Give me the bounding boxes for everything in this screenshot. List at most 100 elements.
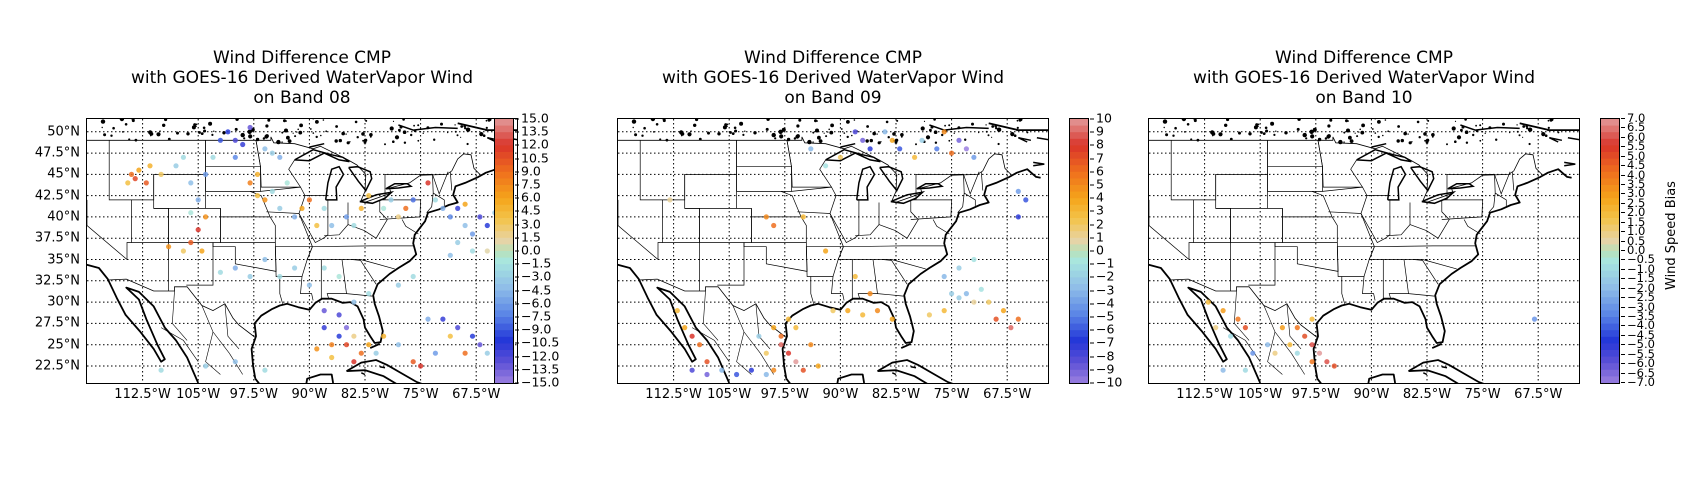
- data-point: [956, 295, 962, 301]
- island-shore: [1567, 136, 1579, 141]
- data-point: [941, 129, 947, 135]
- data-point: [210, 154, 216, 160]
- lake-speck: [887, 136, 890, 139]
- lake-speck: [925, 135, 931, 140]
- state-border: [1388, 259, 1409, 299]
- lake-speck: [798, 119, 802, 122]
- data-point: [689, 367, 695, 373]
- data-point: [199, 248, 205, 254]
- lake-speck: [1361, 123, 1365, 128]
- data-point: [180, 248, 186, 254]
- colorbar-step: [495, 277, 513, 285]
- lake-speck: [110, 134, 113, 137]
- lake-speck: [695, 119, 699, 122]
- colorbar-step: [1070, 303, 1088, 311]
- state-border: [915, 174, 965, 213]
- lake-speck: [132, 119, 135, 121]
- lake-speck: [1226, 119, 1230, 122]
- data-point: [1015, 316, 1021, 322]
- data-point: [971, 154, 977, 160]
- map-band-09: [617, 118, 1049, 384]
- longitude-label: 105°W: [707, 387, 752, 402]
- data-point: [1294, 350, 1300, 356]
- colorbar-step: [1070, 336, 1088, 344]
- colorbar-step: [495, 178, 513, 186]
- longitude-label: 90°W: [1353, 387, 1390, 402]
- lake-speck: [866, 125, 869, 128]
- colorbar-step: [1070, 171, 1088, 179]
- colorbar-step: [1070, 125, 1088, 133]
- lake-speck: [487, 119, 491, 122]
- data-point: [217, 269, 223, 275]
- colorbar-tick-label: 6.0: [521, 189, 541, 205]
- colorbar-ticks: 15.0 13.5 12.0 10.5 9.0 7.5 6.0 4.5 3.0 1.5 0.0 −1.…: [521, 111, 581, 390]
- colorbar-step: [1601, 343, 1619, 351]
- title-line-1: Wind Difference CMP: [1275, 48, 1453, 68]
- wind-difference-points: [667, 129, 1029, 378]
- lake-speck: [200, 132, 204, 135]
- data-point: [425, 316, 431, 322]
- data-point: [343, 214, 350, 220]
- data-point: [269, 188, 275, 194]
- lake-speck: [335, 125, 338, 128]
- colorbar-step: [1601, 330, 1619, 338]
- data-point: [440, 205, 446, 211]
- colorbar-step: [1070, 330, 1088, 338]
- colorbar-step: [1070, 211, 1088, 219]
- lake-speck: [663, 119, 666, 121]
- state-border: [717, 242, 745, 286]
- lake-speck: [1302, 132, 1307, 138]
- lake-speck: [923, 120, 926, 122]
- lake-speck: [1163, 126, 1165, 129]
- colorbar-step: [1601, 290, 1619, 298]
- lake-speck: [234, 127, 238, 131]
- colorbar-step: [495, 191, 513, 199]
- data-point: [956, 137, 962, 143]
- colorbar-step: [1601, 323, 1619, 331]
- lake-speck: [1297, 119, 1301, 121]
- lake-shore: [825, 148, 881, 163]
- lake-speck: [1181, 119, 1187, 122]
- lake-speck: [687, 132, 692, 137]
- lake-speck: [1016, 119, 1019, 122]
- coastline: [900, 342, 912, 349]
- lake-speck: [1387, 130, 1390, 133]
- colorbar-step: [1601, 356, 1619, 364]
- lake-speck: [392, 120, 395, 122]
- state-border: [736, 331, 752, 375]
- lake-speck: [1356, 135, 1359, 138]
- colorbar-step: [1070, 119, 1088, 127]
- colorbar-step: [495, 356, 513, 364]
- lake-speck: [632, 126, 634, 129]
- colorbar-step: [1601, 277, 1619, 285]
- lake-speck: [766, 119, 770, 121]
- lake-speck: [315, 120, 319, 124]
- lake-speck: [292, 132, 294, 134]
- state-border: [432, 171, 449, 195]
- longitude-label: 112.5°W: [645, 387, 702, 402]
- data-point: [1309, 359, 1315, 365]
- lake-speck: [1296, 127, 1300, 131]
- colorbar-step: [1070, 165, 1088, 173]
- colorbar-tick-label: −6: [1096, 321, 1115, 337]
- lake-speck: [1407, 133, 1409, 135]
- latitude-label: 47.5°N: [34, 145, 80, 161]
- state-border: [1409, 199, 1450, 239]
- lake-speck: [195, 123, 198, 126]
- data-point: [232, 137, 238, 143]
- lake-speck: [953, 132, 955, 134]
- data-point: [203, 171, 209, 177]
- colorbar-step: [1070, 317, 1088, 325]
- colorbar-step: [1070, 350, 1088, 358]
- lake-speck: [1309, 129, 1314, 134]
- colorbar-step: [495, 323, 513, 331]
- data-point: [830, 308, 836, 314]
- data-point: [949, 291, 955, 297]
- data-point: [1023, 197, 1029, 203]
- lake-speck: [1218, 132, 1223, 137]
- coastline: [1149, 263, 1262, 383]
- country-border: [1149, 136, 1543, 203]
- lake-shore: [916, 182, 944, 190]
- data-point: [778, 333, 784, 339]
- data-point: [125, 180, 131, 186]
